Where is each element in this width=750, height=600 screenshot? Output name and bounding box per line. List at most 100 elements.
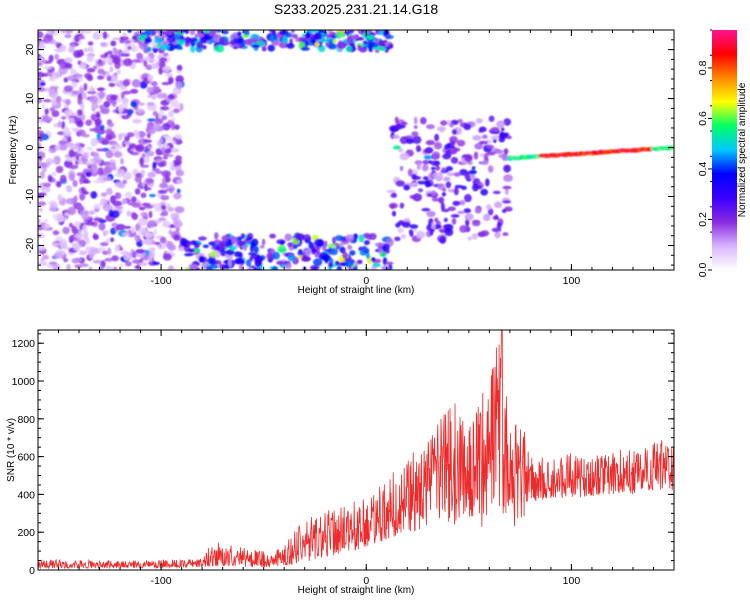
heatmap-region-1-cell	[38, 232, 45, 239]
heatmap-region-1-cell	[105, 128, 113, 134]
heatmap-region-2-cell	[282, 37, 288, 44]
heatmap-region-1-cell	[78, 205, 85, 212]
colorbar-label: Normalized spectral amplitude	[737, 82, 748, 217]
x-tick-label: -100	[151, 575, 172, 587]
heatmap-region-1-cell	[66, 75, 77, 81]
heatmap-region-2-cell	[160, 43, 170, 51]
heatmap-region-1-cell	[152, 162, 157, 170]
heatmap-region-1-cell	[43, 66, 52, 70]
heatmap-region-1-cell	[165, 73, 173, 78]
heatmap-region-4-cell	[450, 214, 460, 218]
heatmap-region-4-cell	[475, 118, 483, 124]
heatmap-region-4-cell	[395, 180, 406, 187]
heatmap-region-1-cell	[89, 95, 98, 104]
heatmap-region-4-cell	[445, 181, 452, 189]
heatmap-region-4-cell	[503, 118, 512, 126]
heatmap-region-4-cell	[403, 184, 410, 191]
heatmap-region-1-cell	[172, 108, 180, 114]
heatmap-region-1-cell	[176, 188, 181, 194]
heatmap-region-1-cell	[74, 221, 81, 228]
heatmap-region-4-cell	[478, 140, 488, 145]
heatmap-region-3-cell	[315, 249, 321, 255]
heatmap-region-4-cell	[440, 202, 445, 211]
heatmap-region-1-cell	[110, 40, 117, 47]
heatmap-region-3-cell	[368, 233, 377, 240]
heatmap-region-3-cell	[202, 244, 209, 249]
heatmap-hotspot	[372, 262, 381, 268]
heatmap-region-3-cell	[345, 259, 354, 268]
heatmap-region-1-cell	[131, 212, 139, 221]
heatmap-region-2-cell	[177, 46, 183, 50]
heatmap-region-1-cell	[49, 107, 55, 112]
heatmap-region-1-cell	[70, 68, 77, 76]
heatmap-region-2-cell	[270, 34, 275, 43]
heatmap-region-1-cell	[38, 87, 46, 92]
heatmap-region-1-cell	[38, 161, 45, 170]
heatmap-region-3-cell	[205, 265, 213, 270]
heatmap-region-4-cell	[426, 210, 436, 218]
y-tick-label: 0	[24, 144, 36, 150]
heatmap-region-4-cell	[394, 124, 403, 130]
heatmap-region-1-cell	[108, 209, 114, 217]
heatmap-region-4-cell	[443, 217, 448, 223]
heatmap-region-1-cell	[175, 169, 184, 177]
heatmap-region-1-cell	[68, 173, 76, 182]
heatmap-region-4-cell	[485, 178, 490, 187]
heatmap-region-1-cell	[113, 151, 123, 158]
heatmap-region-1-cell	[155, 159, 163, 163]
heatmap-region-4-cell	[446, 172, 455, 177]
heatmap-region-1-cell	[112, 56, 121, 64]
colorbar-ticks: 0.0 0.2 0.4 0.6 0.8	[697, 29, 712, 277]
heatmap-region-1-cell	[130, 101, 138, 108]
heatmap-region-1-cell	[42, 167, 48, 173]
heatmap-region-1-cell	[39, 41, 45, 49]
heatmap-region-1-cell	[147, 118, 157, 122]
heatmap-region-1-cell	[78, 65, 86, 69]
heatmap-region-1-cell	[148, 210, 153, 219]
heatmap-region-1-cell	[85, 246, 92, 252]
heatmap-region-1-cell	[77, 109, 83, 116]
heatmap-region-1-cell	[134, 188, 141, 195]
heatmap-region-4-cell	[431, 222, 436, 230]
heatmap-region-1-cell	[43, 87, 51, 92]
heatmap-region-2-cell	[188, 37, 198, 42]
heatmap-region-1-cell	[48, 54, 54, 63]
heatmap-region-1-cell	[175, 81, 183, 90]
heatmap-region-4-cell	[411, 131, 419, 137]
heatmap-region-1-cell	[62, 226, 70, 235]
heatmap-region-1-cell	[168, 265, 175, 270]
heatmap-region-1-cell	[79, 193, 86, 201]
heatmap-region-1-cell	[88, 266, 93, 270]
colorbar-gradient	[712, 30, 737, 270]
heatmap-region-3-cell	[336, 265, 342, 270]
heatmap-hotspot	[393, 145, 401, 150]
heatmap-region-2-cell	[157, 33, 167, 39]
heatmap-region-1-cell	[139, 157, 145, 166]
heatmap-region-2-cell	[241, 34, 250, 39]
heatmap-region-2-cell	[261, 46, 267, 52]
heatmap-region-1-cell	[99, 91, 105, 100]
heatmap-region-1-cell	[77, 35, 86, 40]
heatmap-region-1-cell	[71, 81, 78, 88]
heatmap-region-3-cell	[284, 262, 292, 269]
heatmap-region-4-cell	[503, 164, 511, 173]
heatmap-region-3-cell	[240, 233, 246, 240]
heatmap-region-4-cell	[464, 194, 472, 203]
heatmap-region-1-cell	[107, 247, 112, 255]
colorbar-tick-label: 0.6	[697, 111, 709, 126]
heatmap-region-1-cell	[88, 46, 95, 53]
spectrogram-x-axis-label: Height of straight line (km)	[298, 285, 415, 296]
heatmap-region-1-cell	[140, 192, 147, 199]
heatmap-region-1-cell	[82, 93, 87, 100]
heatmap-region-1-cell	[164, 148, 172, 154]
heatmap-region-1-cell	[145, 64, 153, 71]
heatmap-region-2-cell	[291, 30, 295, 34]
heatmap-region-3-cell	[328, 261, 334, 268]
heatmap-region-1-cell	[141, 240, 151, 245]
heatmap-region-3-cell	[255, 255, 264, 263]
heatmap-region-3-cell	[210, 250, 217, 258]
heatmap-region-3-cell	[194, 243, 200, 249]
heatmap-region-4-cell	[443, 176, 451, 182]
